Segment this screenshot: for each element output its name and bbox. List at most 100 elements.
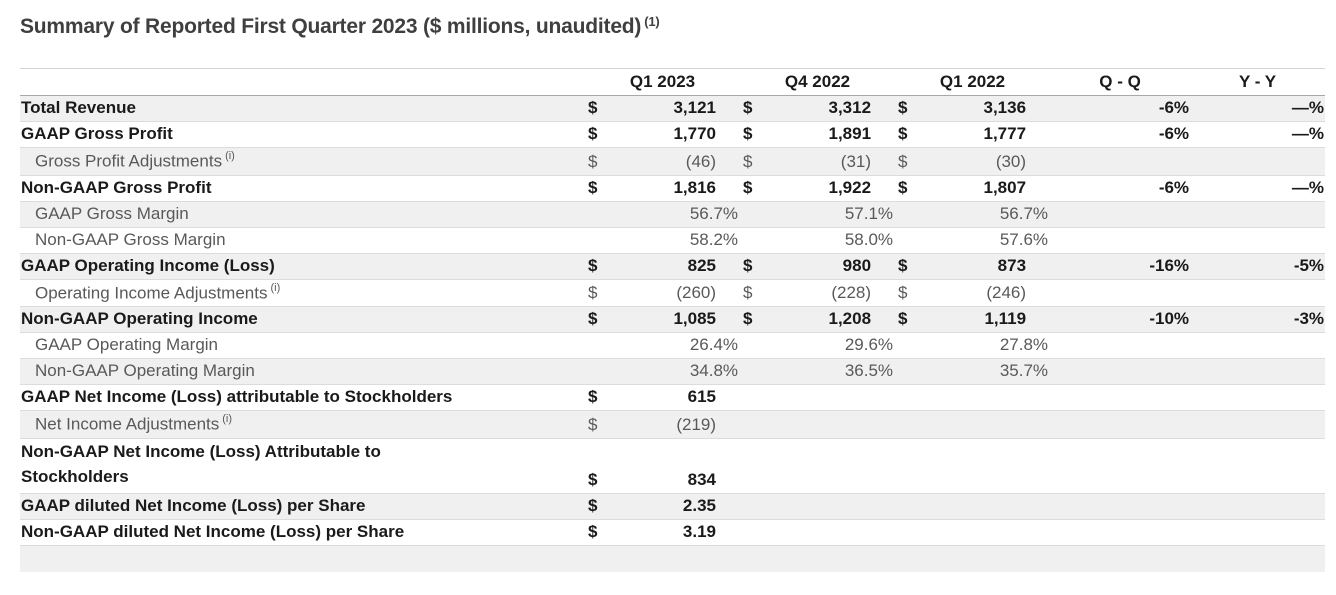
value-q1-2022: (246) — [921, 279, 1051, 308]
table-header-row: Q1 2023 Q4 2022 Q1 2022 Q - Q Y - Y — [20, 68, 1326, 96]
column-header-q1-2022: Q1 2022 — [895, 68, 1051, 96]
value-q4-2022 — [766, 384, 896, 412]
value-q-q — [1050, 493, 1191, 520]
dollar-sign-q1-2023: $ — [585, 410, 611, 439]
value-q1-2022: 35.7% — [921, 358, 1051, 386]
value-q4-2022: 36.5% — [766, 358, 896, 386]
table-row: GAAP Operating Income (Loss) $825 $980 $873… — [20, 253, 1326, 280]
value-q-q — [1050, 201, 1191, 228]
column-header-q1-2023: Q1 2023 — [585, 68, 741, 96]
dollar-sign-q1-2022: $ — [895, 95, 922, 122]
value-q1-2023: (46) — [611, 147, 741, 176]
row-label: GAAP diluted Net Income (Loss) per Share — [20, 493, 585, 520]
dollar-sign-q1-2023 — [585, 332, 611, 360]
row-label-text: Gross Profit Adjustments — [35, 151, 223, 171]
dollar-sign-q1-2022 — [895, 227, 922, 254]
header-spacer-cell — [20, 68, 585, 96]
row-label: Non-GAAP diluted Net Income (Loss) per S… — [20, 519, 585, 546]
value-q1-2022 — [921, 493, 1051, 520]
value-q4-2022: (31) — [766, 147, 896, 176]
value-q1-2023: 1,770 — [611, 121, 741, 148]
value-y-y — [1190, 332, 1326, 360]
table-row: Total Revenue $3,121 $3,312 $3,136 -6% —% — [20, 95, 1326, 122]
value-y-y — [1190, 519, 1326, 546]
dollar-sign-q1-2023: $ — [585, 147, 611, 176]
dollar-sign-q1-2023: $ — [585, 493, 611, 520]
dollar-sign-q1-2022 — [895, 384, 922, 412]
value-q-q — [1050, 438, 1191, 494]
table-body: Total Revenue $3,121 $3,312 $3,136 -6% —% GAAP… — [20, 95, 1326, 573]
dollar-sign-q1-2023: $ — [585, 519, 611, 546]
dollar-sign-q1-2022 — [895, 410, 922, 439]
value-q4-2022 — [766, 493, 896, 520]
value-q1-2023: (219) — [611, 410, 741, 439]
row-label: Non-GAAP Operating Income — [20, 306, 585, 334]
row-label: Net Income Adjustments (i) — [20, 410, 585, 439]
dollar-sign-q4-2022 — [740, 384, 767, 412]
row-label: GAAP Net Income (Loss) attributable to S… — [20, 384, 585, 412]
table-row: GAAP Operating Margin 26.4% 29.6% 27.8% — [20, 332, 1326, 360]
dollar-sign-q4-2022: $ — [740, 253, 767, 280]
dollar-sign-q1-2023: $ — [585, 175, 611, 202]
value-q1-2023: 26.4% — [611, 332, 741, 360]
row-label: Operating Income Adjustments (i) — [20, 279, 585, 308]
value-q4-2022: 1,891 — [766, 121, 896, 148]
value-y-y — [1190, 410, 1326, 439]
table-row: GAAP diluted Net Income (Loss) per Share… — [20, 493, 1326, 520]
dollar-sign-q4-2022: $ — [740, 279, 767, 308]
row-label-text: Non-GAAP Gross Margin — [35, 229, 226, 249]
dollar-sign-q1-2022: $ — [895, 306, 922, 334]
value-q1-2023: 34.8% — [611, 358, 741, 386]
value-q4-2022: 57.1% — [766, 201, 896, 228]
value-q1-2022: 873 — [921, 253, 1051, 280]
value-q4-2022: 58.0% — [766, 227, 896, 254]
table-row: GAAP Gross Profit $1,770 $1,891 $1,777 -6% —% — [20, 121, 1326, 148]
row-label-text: Net Income Adjustments — [35, 414, 220, 434]
table-row: Non-GAAP Gross Margin 58.2% 58.0% 57.6% — [20, 227, 1326, 254]
table-row: Non-GAAP Gross Profit $1,816 $1,922 $1,807-… — [20, 175, 1326, 202]
value-q4-2022: 1,922 — [766, 175, 896, 202]
value-q1-2022 — [921, 438, 1051, 494]
dollar-sign-q1-2023: $ — [585, 306, 611, 334]
dollar-sign-q1-2022: $ — [895, 279, 922, 308]
row-label-text: Non-GAAP diluted Net Income (Loss) per S… — [21, 521, 405, 541]
value-q-q — [1050, 545, 1190, 572]
table-row: GAAP Net Income (Loss) attributable to S… — [20, 384, 1326, 412]
column-header-y-y: Y - Y — [1190, 68, 1326, 96]
dollar-sign-q4-2022 — [740, 545, 766, 572]
value-q4-2022: 29.6% — [766, 332, 896, 360]
financial-summary-table: Q1 2023 Q4 2022 Q1 2022 Q - Q Y - Y Tota… — [20, 68, 1326, 573]
value-q-q — [1050, 332, 1191, 360]
row-label-text: GAAP Net Income (Loss) attributable to S… — [21, 387, 453, 407]
value-q-q — [1050, 227, 1191, 254]
row-label-text: Operating Income Adjustments — [35, 283, 268, 303]
row-label: Non-GAAP Gross Profit — [20, 175, 585, 202]
value-y-y — [1190, 493, 1326, 520]
spacer-row — [20, 545, 1326, 573]
value-q1-2023: (260) — [611, 279, 741, 308]
value-q-q: -6% — [1050, 175, 1191, 202]
value-q-q: -16% — [1050, 253, 1191, 280]
dollar-sign-q1-2022: $ — [895, 121, 922, 148]
row-label: Gross Profit Adjustments (i) — [20, 147, 585, 176]
dollar-sign-q1-2023: $ — [585, 438, 611, 494]
row-label — [20, 545, 585, 572]
row-label-text: Non-GAAP Net Income (Loss) Attributable … — [21, 441, 381, 461]
value-q1-2022: 27.8% — [921, 332, 1051, 360]
dollar-sign-q4-2022: $ — [740, 306, 767, 334]
value-q1-2023: 1,816 — [611, 175, 741, 202]
dollar-sign-q4-2022 — [740, 438, 767, 494]
row-label-text: GAAP diluted Net Income (Loss) per Share — [21, 495, 366, 515]
dollar-sign-q1-2023: $ — [585, 384, 611, 412]
table-row: Non-GAAP diluted Net Income (Loss) per S… — [20, 519, 1326, 546]
financial-summary-page: Summary of Reported First Quarter 2023 (… — [20, 14, 1326, 573]
row-label: Total Revenue — [20, 95, 585, 122]
dollar-sign-q4-2022 — [740, 358, 767, 386]
row-label-text: Non-GAAP Gross Profit — [21, 177, 212, 197]
dollar-sign-q4-2022 — [740, 519, 767, 546]
table-row: Non-GAAP Operating Margin 34.8% 36.5% 35.7% — [20, 358, 1326, 386]
row-label-text: GAAP Operating Income (Loss) — [21, 255, 275, 275]
value-q4-2022: 3,312 — [766, 95, 896, 122]
row-label-text: GAAP Gross Margin — [35, 203, 189, 223]
value-q1-2023: 56.7% — [611, 201, 741, 228]
